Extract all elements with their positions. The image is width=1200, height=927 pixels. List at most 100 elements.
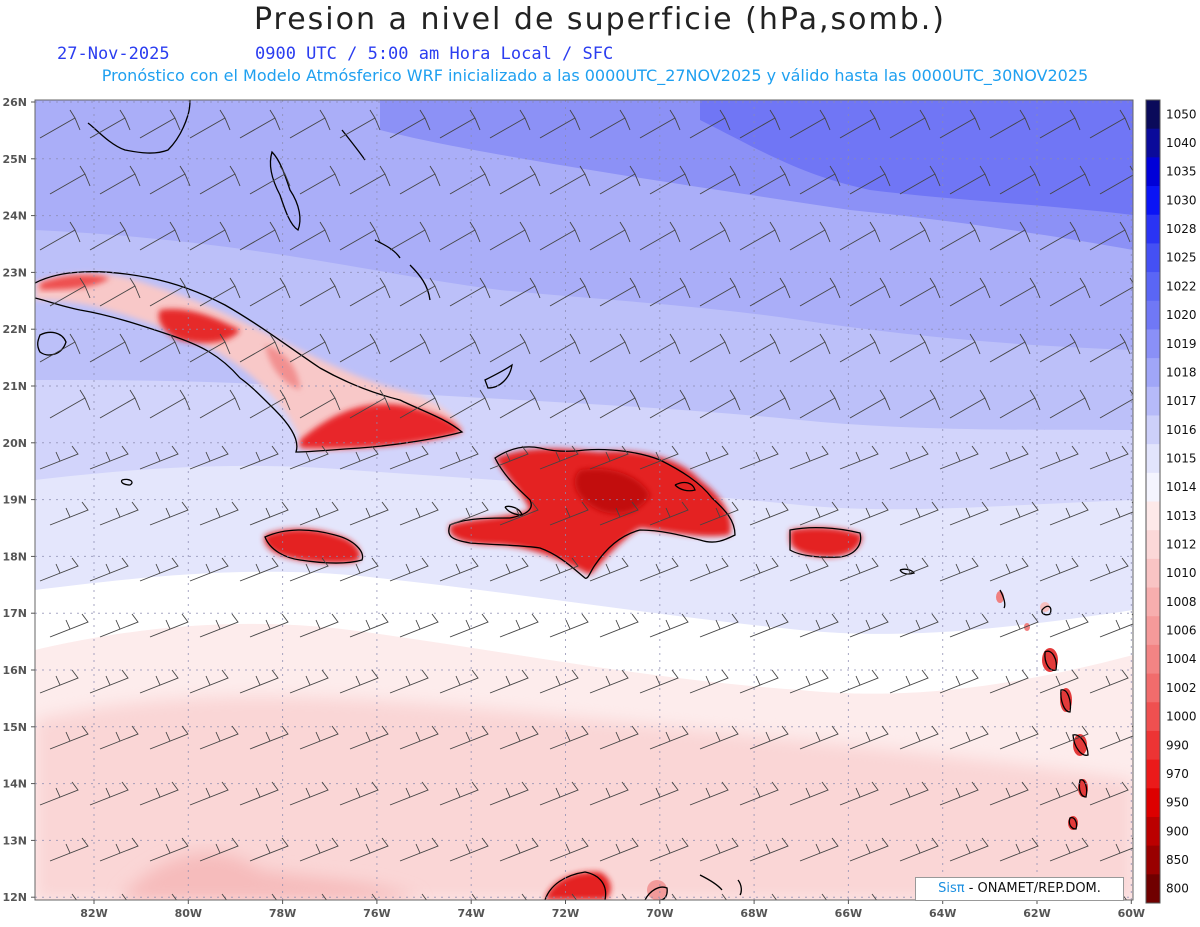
- wind-barb: [556, 893, 578, 900]
- lon-label: 80W: [175, 907, 202, 920]
- wind-barb: [389, 221, 431, 251]
- wind-barb: [189, 333, 231, 363]
- wind-barb: [989, 781, 1029, 806]
- wind-barb: [749, 501, 789, 526]
- wind-barb: [199, 165, 241, 195]
- wind-barb: [56, 893, 78, 900]
- colorbar-label: 900: [1166, 824, 1189, 838]
- lat-label: 23N: [2, 266, 27, 279]
- wind-barb: [439, 445, 479, 470]
- wind-barb: [949, 501, 989, 526]
- wind-barb: [89, 221, 131, 251]
- wind-barb: [1049, 837, 1089, 862]
- wind-barb: [239, 333, 281, 363]
- wind-barb: [289, 109, 331, 139]
- wind-barb: [39, 221, 81, 251]
- colorbar-swatch: [1146, 845, 1160, 875]
- colorbar-label: 1013: [1166, 509, 1197, 523]
- credit-org: - ONAMET/REP.DOM.: [964, 881, 1101, 896]
- colorbar-label: 1002: [1166, 681, 1197, 695]
- wind-barb: [939, 557, 979, 582]
- colorbar-swatch: [1146, 272, 1160, 302]
- colorbar-label: 1008: [1166, 595, 1197, 609]
- wind-barb: [249, 165, 291, 195]
- wind-barb: [699, 613, 739, 638]
- lon-label: 74W: [457, 907, 484, 920]
- wind-barb: [756, 893, 778, 900]
- wind-barb: [489, 781, 529, 806]
- wind-barb: [799, 277, 841, 307]
- wind-barb: [39, 333, 81, 363]
- wind-barb: [49, 725, 89, 750]
- lon-label: 62W: [1023, 907, 1050, 920]
- wind-barb: [256, 893, 278, 900]
- wind-barb: [399, 165, 441, 195]
- wind-barb: [49, 837, 89, 862]
- wind-barb: [989, 333, 1031, 363]
- colorbar-label: 1040: [1166, 136, 1197, 150]
- wind-barb: [339, 445, 379, 470]
- wind-barb: [999, 389, 1041, 419]
- wind-barb: [49, 389, 91, 419]
- colorbar-label: 1006: [1166, 624, 1197, 638]
- wind-barb: [439, 333, 481, 363]
- wind-barb: [839, 445, 879, 470]
- colorbar-label: 1030: [1166, 193, 1197, 207]
- wind-barb: [549, 277, 591, 307]
- wind-barb: [99, 277, 141, 307]
- wind-barb: [839, 221, 881, 251]
- wind-barb: [499, 837, 539, 862]
- wind-barb: [549, 165, 591, 195]
- wind-barb: [499, 277, 541, 307]
- wind-barb: [1099, 725, 1133, 750]
- wind-barb: [689, 557, 729, 582]
- wind-barb: [289, 781, 329, 806]
- wind-barb: [449, 165, 491, 195]
- wind-barb: [889, 781, 929, 806]
- wind-barb: [149, 501, 189, 526]
- wind-barb: [1039, 669, 1079, 694]
- lon-label: 66W: [835, 907, 862, 920]
- wind-barb: [289, 333, 331, 363]
- wind-barb: [589, 221, 631, 251]
- wind-barb: [699, 725, 739, 750]
- colorbar-swatch: [1146, 673, 1160, 703]
- colorbar-swatch: [1146, 100, 1160, 130]
- wind-barb: [849, 277, 891, 307]
- wind-barb: [89, 333, 131, 363]
- wind-barb: [799, 501, 839, 526]
- wind-barb: [689, 221, 731, 251]
- wind-barb: [499, 165, 541, 195]
- colorbar-frame: [1145, 99, 1161, 904]
- wind-barb: [589, 333, 631, 363]
- wind-barb: [589, 669, 629, 694]
- colorbar-swatch: [1146, 558, 1160, 589]
- wind-barb: [299, 613, 339, 638]
- wind-barb: [849, 389, 891, 419]
- wind-barb: [489, 221, 531, 251]
- wind-barb: [439, 557, 479, 582]
- wind-barb: [149, 165, 191, 195]
- wind-barb: [849, 613, 889, 638]
- wind-barb: [339, 221, 381, 251]
- colorbar-label: 1016: [1166, 423, 1197, 437]
- wind-barb: [499, 725, 539, 750]
- wind-barb: [739, 557, 779, 582]
- wind-barb: [239, 669, 279, 694]
- wind-barb: [599, 165, 641, 195]
- wind-barb: [549, 837, 589, 862]
- colorbar-swatch: [1146, 415, 1160, 445]
- lat-label: 18N: [2, 550, 27, 563]
- wind-barb: [139, 221, 181, 251]
- wind-barb: [189, 221, 231, 251]
- wind-barb: [99, 165, 141, 195]
- colorbar-label: 1015: [1166, 451, 1197, 465]
- colorbar-label: 1028: [1166, 222, 1197, 236]
- colorbar-swatch: [1146, 472, 1160, 502]
- wind-barb: [349, 613, 389, 638]
- wind-barb: [739, 221, 781, 251]
- wind-barb: [99, 837, 139, 862]
- wind-barb: [899, 389, 941, 419]
- wind-barb: [439, 221, 481, 251]
- wind-barb: [199, 725, 239, 750]
